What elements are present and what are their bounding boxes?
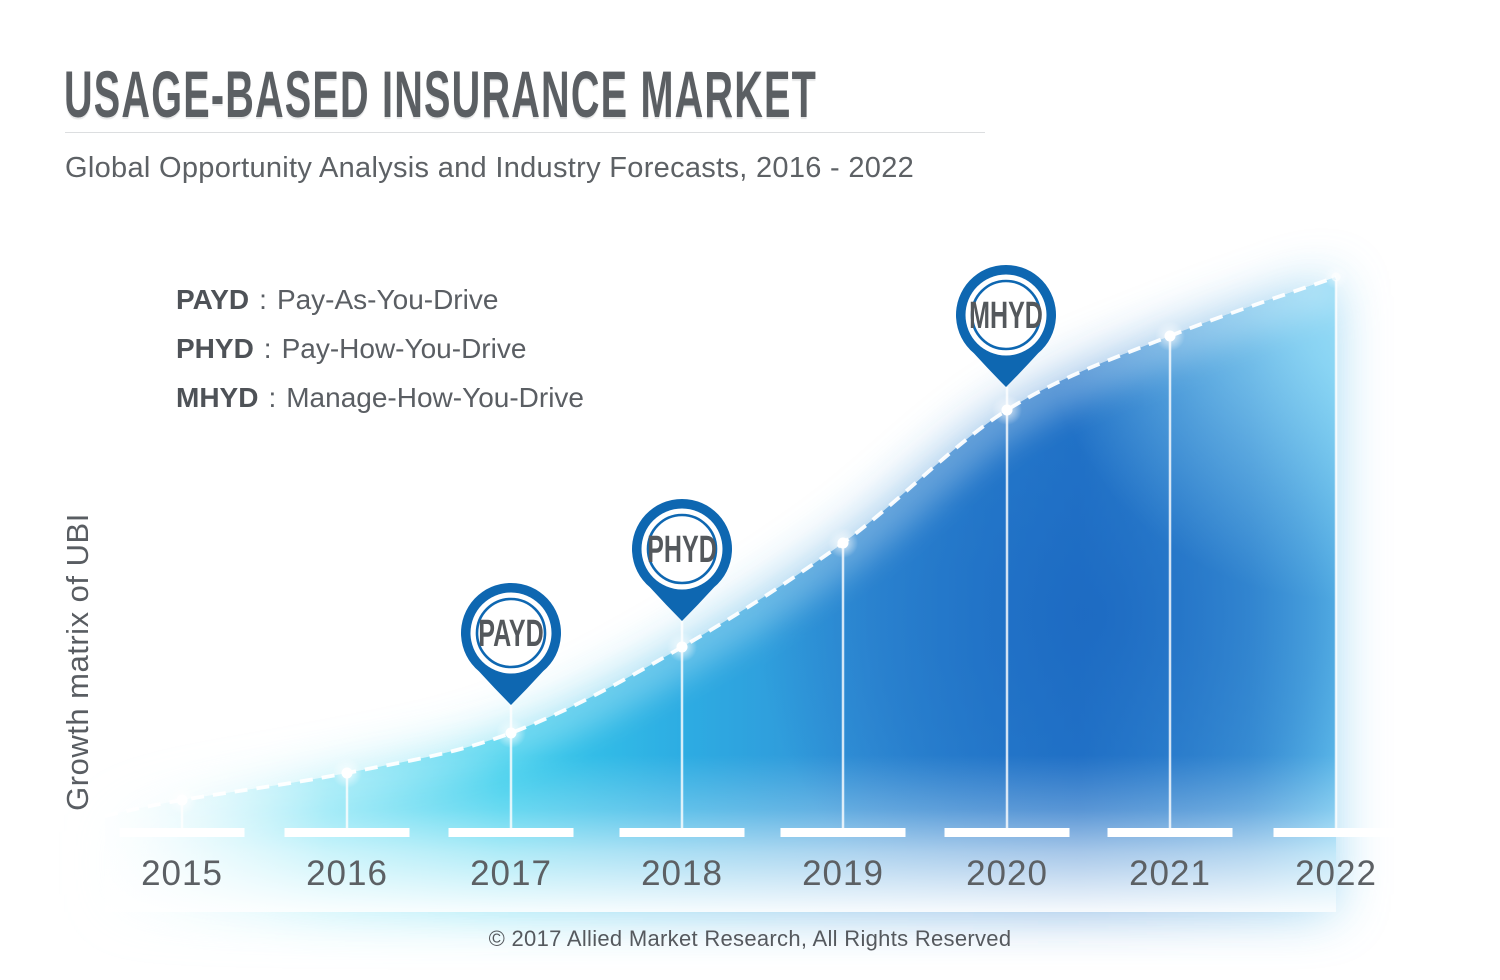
data-point-2016: [332, 758, 362, 788]
legend-abbr: PHYD: [176, 333, 254, 364]
data-points: [167, 265, 1348, 815]
pin-mhyd: MHYD: [956, 264, 1056, 387]
y-axis-label: Growth matrix of UBI: [60, 513, 95, 811]
data-point-2015: [167, 785, 197, 815]
legend-item-mhyd: MHYD: Manage-How-You-Drive: [176, 380, 584, 415]
legend-separator: :: [268, 382, 277, 413]
x-axis-label-2015: 2015: [141, 854, 223, 893]
page-subtitle: Global Opportunity Analysis and Industry…: [65, 152, 915, 184]
legend-desc: Pay-As-You-Drive: [276, 284, 499, 315]
x-axis-label-2017: 2017: [470, 854, 552, 893]
data-point-2020: [992, 395, 1022, 425]
pin-face: [641, 508, 723, 590]
x-axis-label-2021: 2021: [1129, 854, 1211, 893]
x-axis-label-2016: 2016: [306, 854, 388, 893]
legend: PAYD: Pay-As-You-Drive PHYD: Pay-How-You-D…: [176, 282, 584, 429]
data-point-2019: [828, 528, 858, 558]
legend-desc: Pay-How-You-Drive: [281, 333, 527, 364]
pin-inner-ring: [475, 597, 547, 669]
title-divider: [65, 132, 985, 133]
year-gridlines: [180, 280, 1338, 830]
data-point-2018: [667, 632, 697, 662]
legend-item-payd: PAYD: Pay-As-You-Drive: [176, 282, 584, 317]
pin-inner-ring: [646, 513, 718, 585]
x-axis-label-2019: 2019: [802, 854, 884, 893]
x-axis-label-2022: 2022: [1295, 854, 1377, 893]
pin-face: [470, 592, 552, 674]
footer-copyright: © 2017 Allied Market Research, All Right…: [488, 926, 1012, 951]
area-bottom-fade: [105, 277, 1336, 912]
legend-desc: Manage-How-You-Drive: [286, 382, 584, 413]
pin-label: PHYD: [647, 528, 717, 570]
pin-label: PAYD: [478, 612, 544, 654]
pin-phyd: PHYD: [632, 498, 732, 621]
axis-tick-bars: [119, 828, 1399, 837]
data-point-2021: [1155, 321, 1185, 351]
legend-separator: :: [263, 333, 272, 364]
legend-item-phyd: PHYD: Pay-How-You-Drive: [176, 331, 584, 366]
pin-label: MHYD: [969, 294, 1043, 336]
trend-dashed-line: [104, 275, 1337, 818]
data-point-2017: [496, 718, 526, 748]
pin-inner-ring: [970, 279, 1042, 351]
x-axis-label-2020: 2020: [966, 854, 1048, 893]
x-axis-label-2018: 2018: [641, 854, 723, 893]
page-title: USAGE-BASED INSURANCE MARKET: [64, 57, 818, 131]
pin-payd: PAYD: [461, 582, 561, 705]
legend-separator: :: [259, 284, 267, 315]
data-point-2022: [1324, 265, 1348, 289]
legend-abbr: MHYD: [176, 382, 259, 413]
pin-face: [965, 274, 1047, 356]
legend-abbr: PAYD: [176, 284, 250, 315]
